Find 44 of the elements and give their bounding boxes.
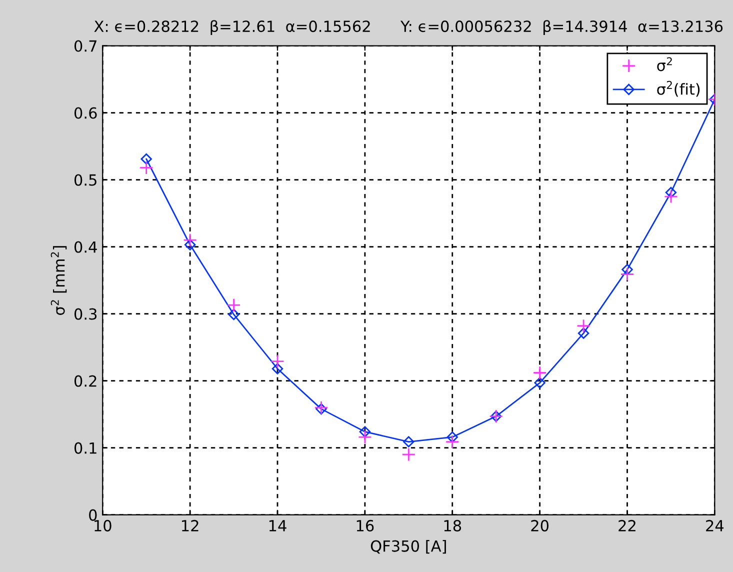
y-tick-label: 0.3	[74, 308, 97, 320]
point	[664, 190, 678, 204]
y-tick-label: 0.1	[74, 442, 96, 454]
point	[184, 239, 196, 250]
point	[226, 298, 241, 312]
point	[140, 153, 152, 165]
y-tick-label: 0.4	[74, 241, 97, 253]
point	[358, 430, 372, 444]
x-tick-label: 22	[618, 520, 636, 532]
point	[359, 426, 371, 438]
point	[576, 318, 590, 333]
x-tick-label: 10	[94, 520, 112, 532]
x-tick-label: 12	[182, 520, 198, 532]
point	[534, 377, 546, 388]
y-axis-title: σ$^{2}$ [mm$^{2}$]	[50, 246, 67, 315]
y-tick-label: 0.2	[74, 375, 96, 387]
point	[532, 366, 547, 380]
point	[578, 328, 590, 339]
x-tick-label: 14	[269, 520, 286, 532]
point	[403, 436, 414, 448]
x-tick-label: 24	[706, 520, 724, 532]
point	[183, 233, 197, 248]
y-tick-label: 0.6	[74, 107, 97, 119]
legend-label: σ$^{2}$(fit)	[657, 80, 700, 97]
point	[446, 431, 458, 443]
x-axis-title: QF350 [A]	[370, 540, 446, 554]
legend-label: σ$^{2}$	[657, 57, 672, 72]
point	[445, 434, 460, 449]
x-tick-label: 20	[531, 520, 549, 532]
point	[270, 354, 284, 368]
y-tick-label: 0.5	[74, 174, 96, 186]
chart-title: X: ϵ=0.28212 β=12.61 α=0.15562 Y: ϵ=0.00056232 β=14.3914 α=13.2136	[94, 20, 723, 36]
x-tick-label: 16	[356, 520, 374, 532]
point	[272, 363, 284, 374]
point	[665, 186, 677, 198]
point	[314, 400, 328, 415]
point	[620, 267, 634, 282]
y-tick-label: 0	[89, 509, 97, 521]
x-tick-label: 18	[444, 520, 462, 532]
point	[139, 160, 154, 175]
point	[316, 403, 327, 415]
y-tick-label: 0.7	[74, 40, 96, 52]
point	[402, 448, 416, 462]
point	[228, 308, 240, 320]
